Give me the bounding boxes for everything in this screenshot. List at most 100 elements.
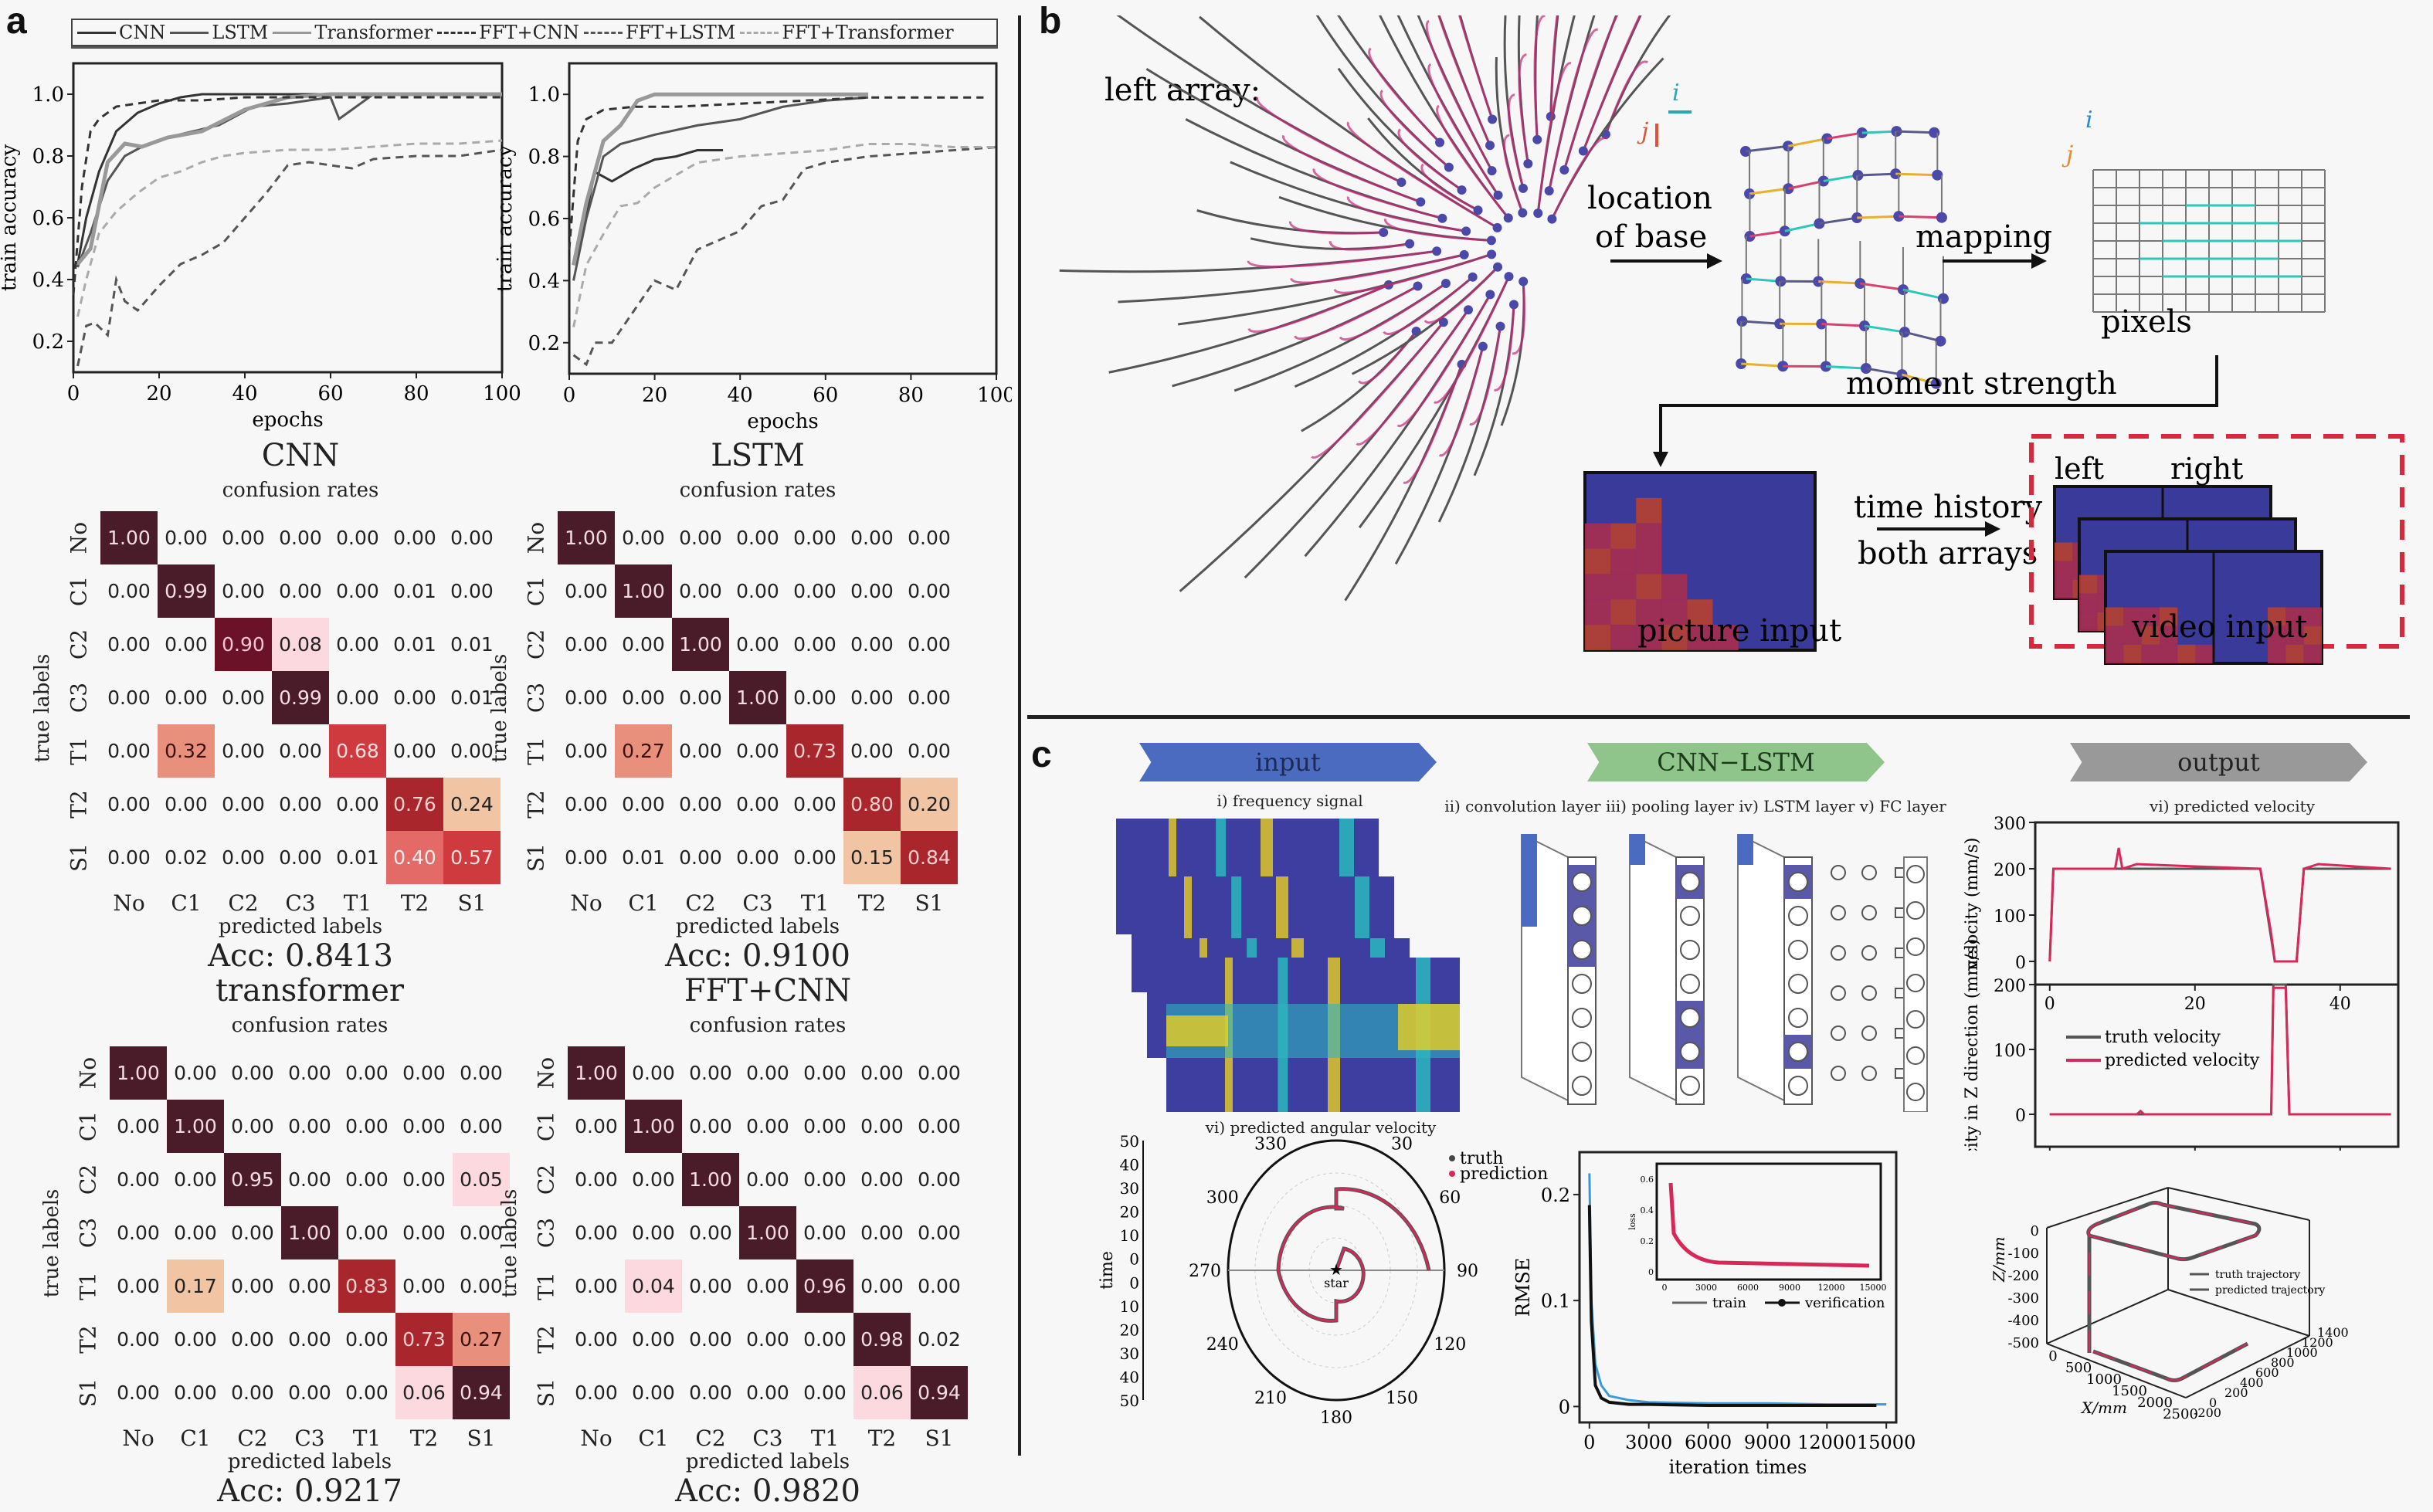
y-axis-label: true labels <box>498 1188 521 1298</box>
row-label: No <box>66 521 92 554</box>
whisker-base <box>1503 213 1513 223</box>
whisker-deflection <box>1518 53 1529 164</box>
matrix-title: FFT+CNN <box>684 973 852 1009</box>
neuron <box>1572 974 1592 994</box>
mesh-node <box>1937 293 1949 304</box>
mesh-node <box>1936 212 1947 223</box>
velocity-z: 020400100200time (s)velocity in Z direct… <box>1963 939 2400 1151</box>
matrix-cell: 1.00 <box>110 1046 167 1100</box>
matrix-cell: 0.00 <box>860 1062 904 1084</box>
matrix-cell: 0.00 <box>679 793 722 815</box>
whisker-base <box>1432 246 1442 256</box>
x-axis-label: iteration times <box>1669 1456 1807 1478</box>
heatmap-hot-cell <box>2055 579 2073 598</box>
whisker-deflection <box>1356 309 1470 446</box>
matrix-grid: 1.00 0.00 0.00 0.00 0.00 0.00 0.00 0.00 1.00 0.00… <box>558 511 958 884</box>
legend-item-transformer: Transformer <box>273 22 433 43</box>
col-label: T2 <box>867 1426 897 1451</box>
series-verification <box>1587 1205 1877 1408</box>
rmse: 0 3000 6000 9000 12000 1500000.10.2iteration … <box>1514 1151 1916 1478</box>
matrix-cell: 0.00 <box>117 1115 160 1137</box>
kernel-highlight <box>1738 834 1753 865</box>
matrix-cell: 0.00 <box>565 687 608 709</box>
y-axis-label: time <box>1098 1251 1117 1290</box>
matrix-cell: 0.00 <box>450 580 494 602</box>
lstm-cell <box>1861 905 1877 920</box>
x-tick-label: 60 <box>317 382 343 405</box>
inset-series <box>1668 1182 1870 1268</box>
whisker-base <box>1485 141 1495 151</box>
row-label: S1 <box>75 1378 101 1407</box>
x-tick-label: 100 <box>483 382 521 405</box>
matrix-cell: 0.96 <box>796 1259 853 1313</box>
matrix-cell: 0.83 <box>338 1259 395 1313</box>
spectrogram-band <box>1398 1004 1460 1050</box>
matrix-cell: 0.95 <box>224 1153 281 1206</box>
x-tick-label: 0 <box>67 382 80 405</box>
mesh-edge <box>1749 229 1786 238</box>
matrix-cell: 0.00 <box>174 1168 217 1191</box>
cnn-lstm-architecture <box>1521 834 1928 1112</box>
frequency-signal-spectrograms <box>1116 819 1460 1112</box>
stage-output-banner: output <box>2070 743 2367 781</box>
neuron <box>1788 906 1808 926</box>
neuron <box>1680 1076 1700 1096</box>
stage-model-banner: CNN−LSTM <box>1587 743 1885 781</box>
mesh-node <box>1740 273 1752 284</box>
legend-label: predicted velocity <box>2105 1051 2260 1070</box>
x-tick-label: 1500 <box>2112 1383 2147 1399</box>
whisker-deflection <box>1533 15 1546 140</box>
legend-label: FFT+CNN <box>479 22 579 43</box>
whisker-deflection <box>1494 304 1515 392</box>
matrix-cell: 0.00 <box>336 793 379 815</box>
angle-tick-label: 330 <box>1254 1135 1287 1154</box>
both-arrays-label: both arrays <box>1858 536 2038 571</box>
whisker-deflection <box>1346 196 1467 232</box>
x-tick-label: 6000 <box>1685 1432 1732 1453</box>
neuron <box>1572 1008 1592 1028</box>
arrowhead-moment <box>1653 452 1668 467</box>
matrix-cell: 0.00 <box>679 740 722 762</box>
matrix-cell: 0.27 <box>453 1313 510 1366</box>
matrix-cell: 0.00 <box>679 687 722 709</box>
row-label: C3 <box>66 682 92 714</box>
matrix-grid: 1.00 0.00 0.00 0.00 0.00 0.00 0.00 0.00 1.00 0.00… <box>110 1046 510 1419</box>
heatmap-hot-cell <box>2106 625 2124 645</box>
row-label: C2 <box>75 1164 101 1195</box>
whisker-deflection <box>1436 104 1509 219</box>
matrix-cell: 0.27 <box>615 724 672 778</box>
y-tick-label: 0 <box>1559 1396 1570 1418</box>
legend-swatch <box>273 31 312 34</box>
neuron <box>1572 906 1592 926</box>
matrix-cell: 0.00 <box>908 527 951 549</box>
y-tick-label: 0.8 <box>32 145 64 168</box>
y-tick-label: 0 <box>2209 1395 2217 1410</box>
matrix-cell: 0.00 <box>632 1062 675 1084</box>
whisker <box>1367 117 1479 212</box>
series-fft-lstm <box>572 146 997 367</box>
matrix-cell: 0.06 <box>395 1366 453 1419</box>
inset-x-tick-label: 0 <box>1662 1283 1668 1293</box>
x-tick-label: 40 <box>232 382 257 405</box>
heatmap-hot-cell <box>1661 574 1688 600</box>
y-axis-label: train accuracy <box>494 145 517 293</box>
matrix-cell: 0.00 <box>565 633 608 656</box>
fc-neuron <box>1906 901 1925 920</box>
col-label: T1 <box>352 1426 382 1451</box>
inset-x-tick-label: 9000 <box>1779 1283 1800 1293</box>
matrix-cell: 0.00 <box>393 527 436 549</box>
matrix-title: CNN <box>261 438 340 473</box>
left-label: left <box>2055 452 2104 486</box>
heatmap-hot-cell <box>2285 625 2304 645</box>
y-tick-label: 0.6 <box>528 208 560 231</box>
time-history-label: time history <box>1854 490 2043 525</box>
accuracy-label: Acc: 0.9217 <box>217 1473 402 1509</box>
whisker-base <box>1488 114 1498 124</box>
matrix-cell: 0.00 <box>231 1328 274 1351</box>
heatmap-hot-cell <box>2268 644 2286 663</box>
matrix-cell: 0.00 <box>117 1381 160 1404</box>
matrix-cell: 0.00 <box>107 580 151 602</box>
col-label: C3 <box>742 890 773 916</box>
matrix-cell: 0.00 <box>860 1275 904 1297</box>
heatmap-hot-cell <box>1610 574 1637 600</box>
